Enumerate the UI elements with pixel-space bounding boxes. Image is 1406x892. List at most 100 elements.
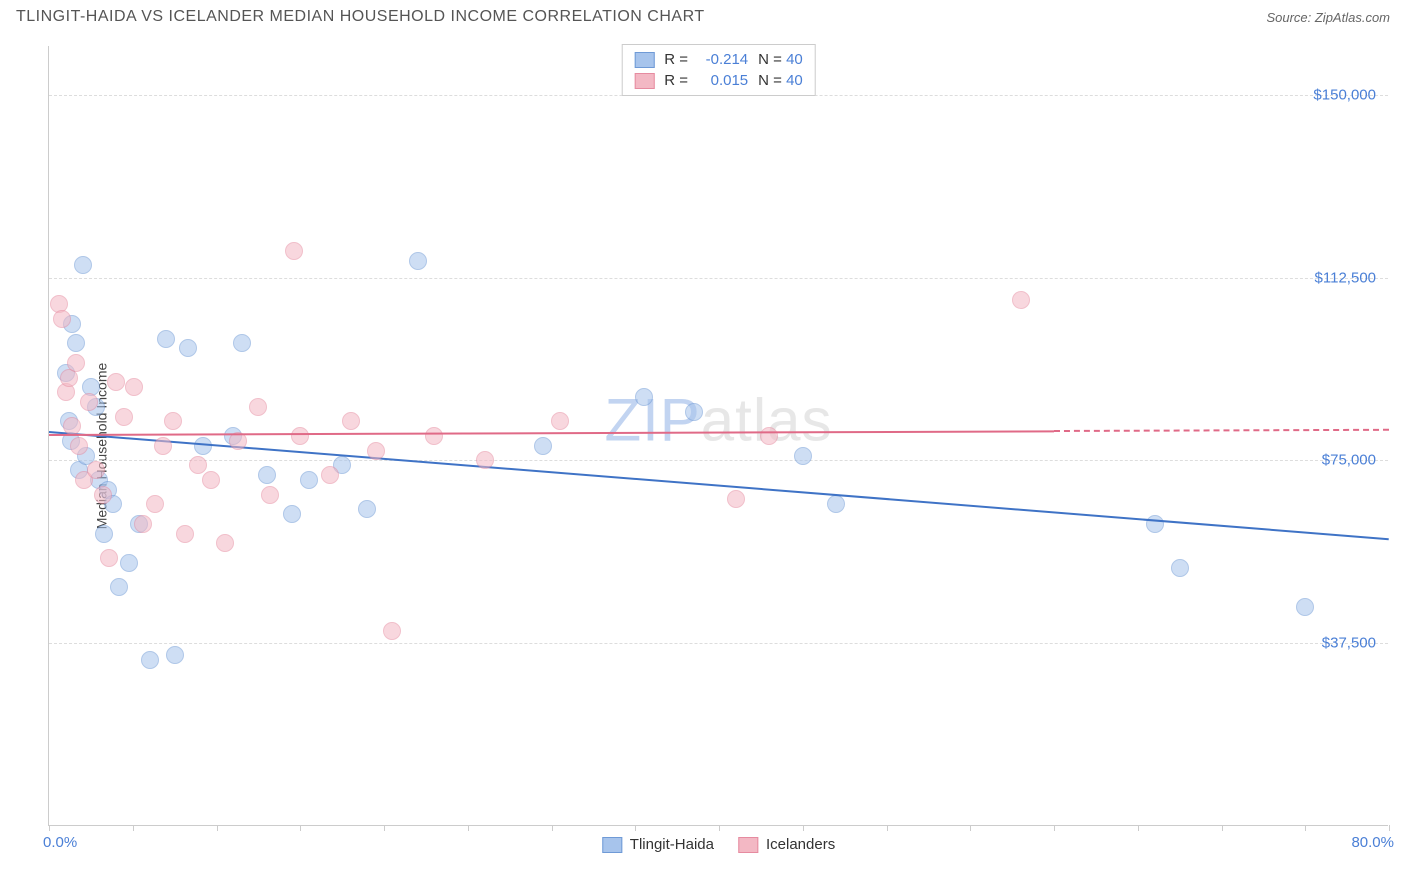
scatter-point <box>534 437 552 455</box>
scatter-point <box>53 310 71 328</box>
scatter-point <box>635 388 653 406</box>
trend-line <box>49 431 1389 540</box>
scatter-point <box>551 412 569 430</box>
n-label: N = 40 <box>758 51 803 68</box>
scatter-point <box>249 398 267 416</box>
x-tick <box>635 825 636 831</box>
x-tick <box>384 825 385 831</box>
scatter-point <box>383 622 401 640</box>
source-attribution: Source: ZipAtlas.com <box>1266 10 1390 25</box>
scatter-point <box>115 408 133 426</box>
legend-row: R = 0.015 N = 40 <box>634 70 803 91</box>
x-tick <box>300 825 301 831</box>
x-max-label: 80.0% <box>1351 834 1394 851</box>
scatter-point <box>110 578 128 596</box>
scatter-point <box>1146 515 1164 533</box>
scatter-point <box>233 334 251 352</box>
scatter-point <box>94 486 112 504</box>
scatter-point <box>125 378 143 396</box>
scatter-point <box>63 417 81 435</box>
grid-line <box>49 278 1388 279</box>
x-tick <box>217 825 218 831</box>
scatter-point <box>760 427 778 445</box>
legend-label: Tlingit-Haida <box>630 836 714 853</box>
scatter-point <box>179 339 197 357</box>
scatter-point <box>300 471 318 489</box>
scatter-point <box>321 466 339 484</box>
x-tick <box>970 825 971 831</box>
trend-line <box>49 430 1054 436</box>
scatter-point <box>283 505 301 523</box>
x-tick <box>1138 825 1139 831</box>
scatter-point <box>146 495 164 513</box>
scatter-point <box>176 525 194 543</box>
scatter-point <box>67 334 85 352</box>
scatter-point <box>87 461 105 479</box>
x-tick <box>552 825 553 831</box>
y-tick-label: $150,000 <box>1313 86 1376 103</box>
series-legend: Tlingit-Haida Icelanders <box>602 836 835 853</box>
scatter-point <box>134 515 152 533</box>
legend-swatch <box>738 837 758 853</box>
title-bar: TLINGIT-HAIDA VS ICELANDER MEDIAN HOUSEH… <box>0 0 1406 30</box>
scatter-point <box>425 427 443 445</box>
scatter-point <box>141 651 159 669</box>
scatter-point <box>100 549 118 567</box>
scatter-point <box>794 447 812 465</box>
y-tick-label: $112,500 <box>1315 269 1376 286</box>
scatter-point <box>1296 598 1314 616</box>
r-label: R = -0.214 <box>664 51 748 68</box>
x-min-label: 0.0% <box>43 834 77 851</box>
scatter-point <box>367 442 385 460</box>
legend-item: Icelanders <box>738 836 835 853</box>
scatter-point <box>164 412 182 430</box>
scatter-point <box>342 412 360 430</box>
x-tick <box>133 825 134 831</box>
legend-swatch <box>602 837 622 853</box>
scatter-point <box>95 525 113 543</box>
scatter-point <box>189 456 207 474</box>
x-tick <box>803 825 804 831</box>
x-tick <box>1222 825 1223 831</box>
scatter-point <box>409 252 427 270</box>
r-label: R = 0.015 <box>664 72 748 89</box>
scatter-point <box>70 437 88 455</box>
scatter-point <box>827 495 845 513</box>
scatter-point <box>261 486 279 504</box>
y-tick-label: $37,500 <box>1322 635 1376 652</box>
scatter-point <box>476 451 494 469</box>
legend-swatch <box>634 52 654 68</box>
scatter-point <box>80 393 98 411</box>
x-tick <box>1054 825 1055 831</box>
scatter-point <box>154 437 172 455</box>
legend-label: Icelanders <box>766 836 835 853</box>
y-tick-label: $75,000 <box>1322 452 1376 469</box>
x-tick <box>887 825 888 831</box>
x-tick <box>468 825 469 831</box>
n-label: N = 40 <box>758 72 803 89</box>
scatter-point <box>1012 291 1030 309</box>
scatter-point <box>358 500 376 518</box>
scatter-point <box>258 466 276 484</box>
correlation-legend: R = -0.214 N = 40 R = 0.015 N = 40 <box>621 44 816 96</box>
scatter-point <box>157 330 175 348</box>
legend-swatch <box>634 73 654 89</box>
x-tick <box>49 825 50 831</box>
scatter-point <box>685 403 703 421</box>
x-tick <box>1305 825 1306 831</box>
scatter-point <box>291 427 309 445</box>
scatter-point <box>107 373 125 391</box>
scatter-point <box>285 242 303 260</box>
scatter-point <box>120 554 138 572</box>
scatter-point <box>74 256 92 274</box>
scatter-point <box>727 490 745 508</box>
scatter-chart: ZIPatlas $37,500$75,000$112,500$150,0000… <box>48 46 1388 826</box>
grid-line <box>49 643 1388 644</box>
trend-line-extrapolated <box>1054 429 1389 432</box>
scatter-point <box>202 471 220 489</box>
scatter-point <box>67 354 85 372</box>
scatter-point <box>1171 559 1189 577</box>
chart-title: TLINGIT-HAIDA VS ICELANDER MEDIAN HOUSEH… <box>16 8 705 26</box>
scatter-point <box>216 534 234 552</box>
x-tick <box>719 825 720 831</box>
